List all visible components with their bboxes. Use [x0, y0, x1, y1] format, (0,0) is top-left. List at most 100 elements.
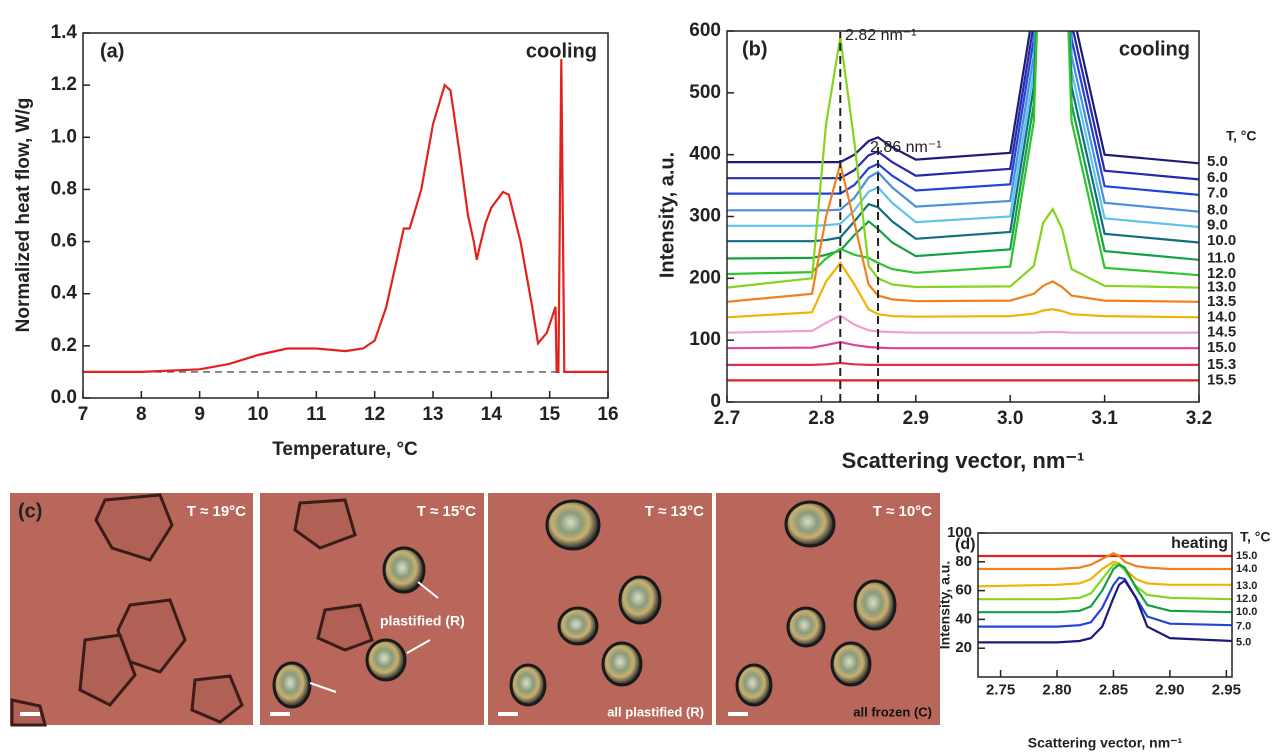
- x-tick-label: 2.95: [1212, 681, 1241, 698]
- plot-frame: [977, 532, 1233, 678]
- x-tick-label: 16: [597, 404, 618, 425]
- legend-label: 7.0: [1236, 621, 1251, 633]
- series-line: [727, 31, 1199, 229]
- legend-title: T, °C: [1240, 529, 1271, 545]
- x-tick-label: 2.85: [1099, 681, 1128, 698]
- plot-frame: [726, 30, 1200, 403]
- marker-label: 2.86 nm⁻¹: [870, 139, 942, 156]
- y-tick-label: 1.0: [51, 126, 77, 147]
- caption: all plastified (R): [607, 704, 704, 719]
- micrographs: (c) T ≈ 19°C T ≈ 15°C T ≈ 13°C T ≈ 10°C …: [10, 493, 940, 727]
- series-line: [978, 576, 1232, 628]
- x-tick-label: 3.1: [1091, 408, 1118, 429]
- y-axis-title: Normalized heat flow, W/g: [13, 98, 34, 333]
- y-axis-title: Intensity, a.u.: [937, 561, 953, 649]
- series-line: [727, 31, 1199, 277]
- temperature-label: T ≈ 15°C: [417, 503, 476, 520]
- x-tick-label: 12: [364, 404, 385, 425]
- legend-label: 8.0: [1207, 201, 1228, 218]
- x-tick-label: 7: [78, 404, 89, 425]
- y-tick-label: 1.2: [51, 74, 77, 95]
- series-line: [978, 563, 1232, 614]
- panel-label: (c): [18, 500, 42, 522]
- series-line: [727, 361, 1199, 366]
- caption: all frozen (C): [853, 704, 932, 719]
- temperature-label: T ≈ 13°C: [645, 503, 704, 520]
- y-tick-label: 0: [710, 391, 721, 412]
- y-tick-label: 100: [689, 329, 721, 350]
- y-tick-label: 200: [689, 267, 721, 288]
- chart: 2.75 2.80 2.85 2.90 2.95 20 40 60 80 100 15.014.0 1…: [937, 524, 1271, 751]
- y-tick-label: 0.2: [51, 335, 77, 356]
- series-line: [727, 31, 1199, 181]
- x-tick-label: 11: [306, 404, 327, 425]
- y-tick-label: 0.8: [51, 178, 77, 199]
- x-tick-label: 2.75: [986, 681, 1015, 698]
- x-axis-title: Temperature, °C: [272, 439, 418, 460]
- x-tick-label: 14: [481, 404, 503, 425]
- annotation: plastified (R): [380, 613, 465, 629]
- series-line: [83, 59, 608, 373]
- panel-label: (a): [100, 40, 124, 62]
- legend-label: 10.0: [1236, 606, 1257, 618]
- series-line: [727, 31, 1199, 213]
- x-tick-label: 9: [194, 404, 205, 425]
- legend-label: 15.0: [1207, 339, 1236, 356]
- legend-label: 15.3: [1207, 356, 1236, 373]
- legend-label: 13.0: [1207, 279, 1236, 296]
- y-tick-label: 0.0: [51, 387, 77, 408]
- x-tick-label: 2.7: [714, 408, 740, 429]
- y-tick-label: 1.4: [51, 22, 78, 43]
- legend-label: 13.5: [1207, 293, 1236, 310]
- legend-label: 7.0: [1207, 185, 1228, 202]
- series-line: [727, 31, 1199, 244]
- series-line: [978, 578, 1232, 644]
- series-line: [727, 31, 1199, 165]
- legend-label: 12.0: [1236, 593, 1257, 605]
- x-tick-label: 2.90: [1155, 681, 1184, 698]
- series-line: [978, 551, 1232, 571]
- panel-label: (d): [955, 536, 975, 553]
- legend-label: 9.0: [1207, 217, 1228, 234]
- annotation: heating: [1171, 535, 1228, 552]
- temperature-label: T ≈ 10°C: [873, 503, 932, 520]
- y-axis-title: Intensity, a.u.: [656, 152, 678, 278]
- scale-bars: [20, 712, 748, 716]
- legend-label: 11.0: [1207, 250, 1235, 267]
- chart: 7 8 9 10 11 12 13 14 15 16 0.0 0.2 0.4 0.6 0.8 1.0 1.2 1.…: [13, 22, 619, 460]
- legend-title: T, °C: [1226, 128, 1257, 144]
- series-line: [727, 314, 1199, 334]
- series-line: [978, 563, 1232, 601]
- y-tick-label: 0.4: [51, 283, 78, 304]
- temperature-label: T ≈ 19°C: [187, 503, 246, 520]
- x-tick-label: 3.0: [997, 408, 1023, 429]
- y-tick-label: 20: [955, 639, 972, 656]
- series-line: [727, 31, 1199, 196]
- x-tick-label: 8: [136, 404, 147, 425]
- series-line: [727, 260, 1199, 319]
- y-tick-label: 600: [689, 20, 721, 41]
- y-tick-label: 60: [955, 582, 972, 599]
- y-tick-label: 500: [689, 82, 721, 103]
- legend-label: 13.0: [1236, 580, 1257, 592]
- legend-label: 5.0: [1236, 636, 1251, 648]
- y-tick-label: 40: [955, 610, 972, 627]
- x-tick-label: 2.9: [903, 408, 929, 429]
- x-tick-label: 13: [422, 404, 443, 425]
- series-line: [978, 560, 1232, 588]
- legend-label: 5.0: [1207, 153, 1228, 170]
- annotation: cooling: [526, 40, 597, 62]
- x-tick-label: 10: [247, 404, 268, 425]
- series-line: [727, 163, 1199, 303]
- x-axis-title: Scattering vector, nm⁻¹: [842, 448, 1085, 473]
- plot-frame: [82, 32, 609, 399]
- x-tick-label: 2.8: [808, 408, 834, 429]
- annotation: cooling: [1119, 38, 1190, 60]
- x-tick-label: 3.2: [1186, 408, 1212, 429]
- y-tick-label: 300: [689, 206, 721, 227]
- legend-label: 14.5: [1207, 324, 1236, 341]
- marker-label: 2.82 nm⁻¹: [845, 27, 917, 44]
- legend-label: 14.0: [1236, 563, 1257, 575]
- y-tick-label: 100: [947, 524, 972, 541]
